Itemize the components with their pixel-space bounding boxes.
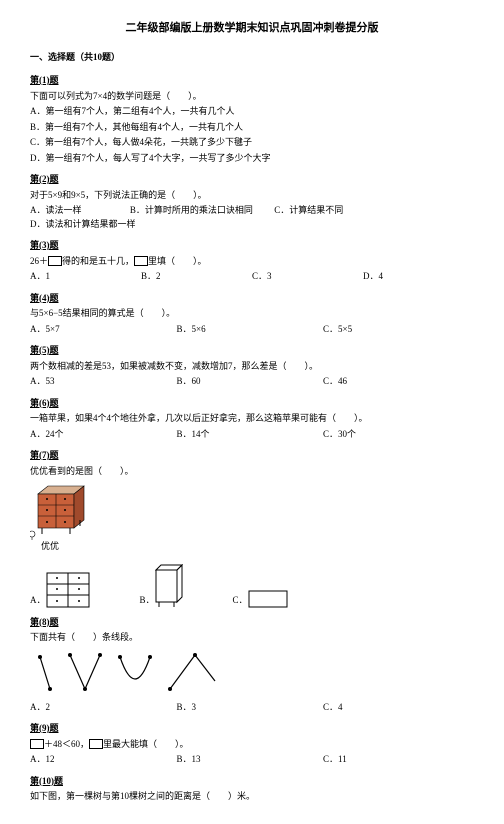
q7-opt-a-label: A．	[30, 594, 46, 608]
q3-opt-c: C．3	[252, 270, 363, 284]
q9-text-pre: ＋48＜60，	[44, 739, 89, 749]
q3-opt-a: A．1	[30, 270, 141, 284]
q9-opt-b: B．13	[177, 753, 324, 767]
q6-options: A．24个 B．14个 C．30个	[30, 428, 474, 442]
q6-text: 一箱苹果，如果4个4个地往外拿，几次以后正好拿完，那么这箱苹果可能有（ ）。	[30, 412, 474, 426]
q9-opt-c: C．11	[323, 753, 470, 767]
q5-options: A．53 B．60 C．46	[30, 375, 474, 389]
box-icon	[48, 256, 62, 266]
q4-opt-c: C．5×5	[323, 323, 470, 337]
q4-opt-b: B．5×6	[177, 323, 324, 337]
cabinet-side-icon	[155, 564, 183, 608]
q7-opt-c-label: C．	[233, 594, 248, 608]
q1-opt-b: B．第一组有7个人，其他每组有4个人，一共有几个人	[30, 121, 474, 135]
q4-opt-a: A．5×7	[30, 323, 177, 337]
q8-opt-a: A．2	[30, 701, 177, 715]
q5-opt-a: A．53	[30, 375, 177, 389]
page-title: 二年级部编版上册数学期末知识点巩固冲刺卷提分版	[30, 20, 474, 37]
q6-opt-b: B．14个	[177, 428, 324, 442]
q7-opt-a: A．	[30, 572, 90, 608]
q3-text-pre: 26＋	[30, 256, 48, 266]
q2-options: A．读法一样 B．计算时所用的乘法口诀相同 C．计算结果不同 D．读法和计算结果…	[30, 204, 474, 231]
q8-text: 下面共有（ ）条线段。	[30, 631, 474, 645]
line-segments-image	[30, 651, 474, 695]
q2-label: 第(2)题	[30, 173, 474, 187]
q3-text-mid: 得的和是五十几，	[62, 256, 134, 266]
q1-opt-d: D．第一组有7个人，每人写了4个大字，一共写了多少个大字	[30, 152, 474, 166]
q8-opt-b: B．3	[177, 701, 324, 715]
q9-options: A．12 B．13 C．11	[30, 753, 474, 767]
q2-opt-a: A．读法一样	[30, 204, 110, 218]
q2-opt-c: C．计算结果不同	[274, 204, 372, 218]
q3-label: 第(3)题	[30, 239, 474, 253]
box-icon	[134, 256, 148, 266]
q10-label: 第(10)题	[30, 775, 474, 789]
q3-text: 26＋ 得的和是五十几， 里填（ ）。	[30, 255, 474, 269]
q7-options-row: A． B． C．	[30, 564, 474, 608]
q10-text: 如下图，第一棵树与第10棵树之间的距离是（ ）米。	[30, 790, 474, 804]
q8-options: A．2 B．3 C．4	[30, 701, 474, 715]
q8-opt-c: C．4	[323, 701, 470, 715]
q7-text: 优优看到的是图（ ）。	[30, 465, 474, 479]
q5-opt-c: C．46	[323, 375, 470, 389]
q3-options: A．1 B．2 C．3 D．4	[30, 270, 474, 284]
q9-label: 第(9)题	[30, 722, 474, 736]
character-name: 优优	[10, 540, 90, 554]
q6-opt-c: C．30个	[323, 428, 470, 442]
cabinet-front-icon	[46, 572, 90, 608]
q9-opt-a: A．12	[30, 753, 177, 767]
q6-label: 第(6)题	[30, 397, 474, 411]
q7-opt-b-label: B．	[140, 594, 155, 608]
rectangle-icon	[248, 590, 288, 608]
q9-text: ＋48＜60， 里最大能填（ ）。	[30, 738, 474, 752]
q4-label: 第(4)题	[30, 292, 474, 306]
q1-label: 第(1)题	[30, 74, 474, 88]
q6-opt-a: A．24个	[30, 428, 177, 442]
box-icon	[89, 739, 103, 749]
q5-opt-b: B．60	[177, 375, 324, 389]
q7-opt-c: C．	[233, 590, 288, 608]
q1-text: 下面可以列式为7×4的数学问题是（ ）。	[30, 90, 474, 104]
q7-opt-b: B．	[140, 564, 183, 608]
q2-opt-b: B．计算时所用的乘法口诀相同	[130, 204, 254, 218]
q3-opt-b: B．2	[141, 270, 252, 284]
q1-opt-c: C．第一组有7个人，每人做4朵花，一共跳了多少下毽子	[30, 136, 474, 150]
q2-text: 对于5×9和9×5，下列说法正确的是（ ）。	[30, 189, 474, 203]
q4-options: A．5×7 B．5×6 C．5×5	[30, 323, 474, 337]
q3-opt-d: D．4	[363, 270, 474, 284]
q8-label: 第(8)题	[30, 616, 474, 630]
q5-text: 两个数相减的差是53，如果被减数不变，减数增加7，那么差是（ ）。	[30, 360, 474, 374]
box-icon	[30, 739, 44, 749]
section-heading: 一、选择题（共10题）	[30, 51, 474, 65]
q7-label: 第(7)题	[30, 449, 474, 463]
q5-label: 第(5)题	[30, 344, 474, 358]
q4-text: 与5×6−5结果相同的算式是（ ）。	[30, 307, 474, 321]
q9-text-post: 里最大能填（ ）。	[103, 739, 189, 749]
q3-text-post: 里填（ ）。	[148, 256, 207, 266]
cabinet-3d-image: 优优	[30, 484, 90, 554]
q2-opt-d: D．读法和计算结果都一样	[30, 218, 163, 232]
q1-opt-a: A．第一组有7个人，第二组有4个人，一共有几个人	[30, 105, 474, 119]
